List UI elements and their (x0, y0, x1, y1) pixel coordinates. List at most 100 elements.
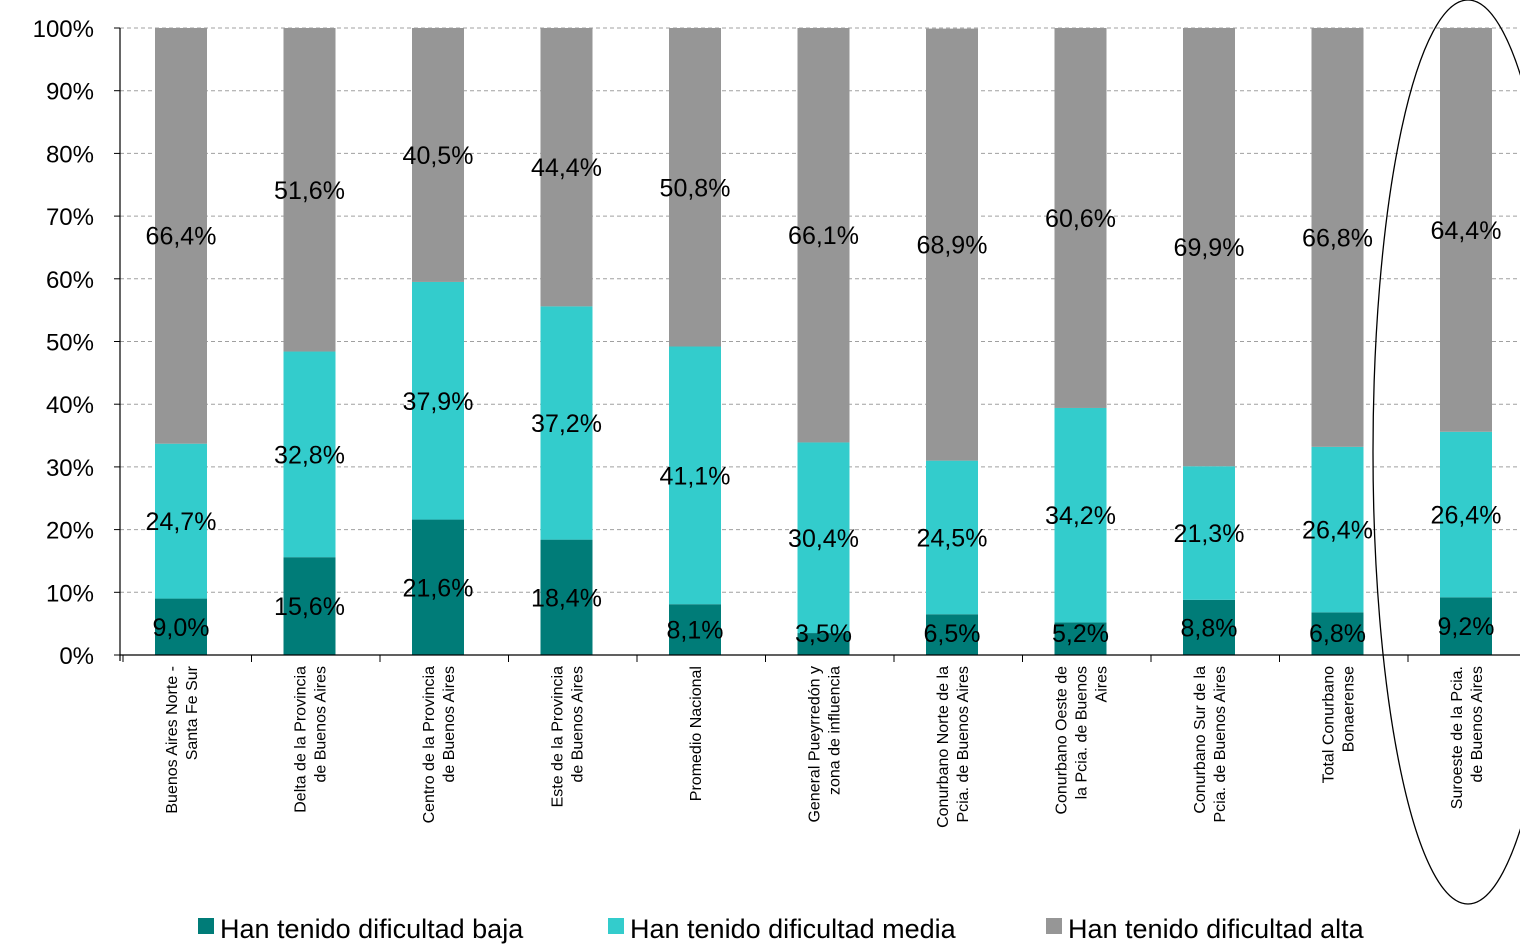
category-label: Buenos Aires Norte - Santa Fe Sur (164, 665, 201, 813)
bar-segment (669, 346, 721, 605)
bar-segment (283, 28, 336, 352)
data-label: 32,8% (274, 441, 345, 469)
bar-segment (1054, 622, 1107, 655)
y-tick-label: 30% (46, 455, 94, 482)
axes (119, 28, 1520, 662)
category-label-line: la Pcia. de Buenos (1074, 666, 1091, 799)
data-label: 26,4% (1302, 517, 1373, 545)
category-label-line: Buenos Aires Norte - (164, 666, 181, 814)
y-tick-label: 0% (59, 643, 94, 670)
y-tick-label: 80% (46, 141, 94, 168)
category-label: Conurbano Norte de la Pcia. de Buenos Air… (935, 666, 972, 828)
highlight-annotation (1372, 0, 1520, 905)
highlight-ellipse (1372, 0, 1520, 905)
y-tick-label: 40% (46, 392, 94, 419)
y-tick-label: 100% (33, 16, 94, 43)
data-label: 64,4% (1431, 217, 1502, 245)
category-label-line: de Buenos Aires (570, 666, 587, 783)
bar-segment (797, 633, 850, 655)
y-tick-label: 10% (46, 580, 94, 607)
data-label: 66,4% (146, 223, 217, 251)
data-label: 34,2% (1045, 502, 1116, 530)
data-label: 69,9% (1174, 234, 1245, 262)
bar-segment (155, 443, 207, 599)
legend-item: Han tenido dificultad alta (1046, 914, 1365, 944)
bar-segment (1440, 597, 1492, 655)
y-tick-label: 20% (46, 518, 94, 545)
data-label: 37,9% (403, 388, 474, 416)
data-label: 50,8% (660, 174, 731, 202)
category-label-line: Suroeste de la Pcia. (1449, 666, 1466, 809)
bar-segment (1183, 28, 1235, 467)
data-label: 30,4% (788, 525, 859, 553)
bars (155, 28, 1492, 655)
y-tick-label: 60% (46, 267, 94, 294)
category-label-line: de Buenos Aires (1469, 666, 1486, 783)
bar-segment (155, 28, 207, 444)
data-label: 18,4% (531, 584, 602, 612)
bar-segment (1311, 28, 1364, 447)
category-label-line: Pcia. de Buenos Aires (955, 666, 972, 823)
bar-segment (540, 306, 593, 540)
legend-swatch (1046, 918, 1062, 934)
bar-segment (926, 460, 978, 615)
data-label: 6,5% (924, 620, 981, 648)
category-label-line: Total Conurbano (1321, 666, 1338, 784)
category-label-line: Delta de la Provincia (293, 666, 310, 813)
data-label: 3,5% (795, 620, 852, 648)
bar-segment (283, 351, 336, 558)
bar-segment (669, 28, 721, 347)
data-label: 41,1% (660, 462, 731, 490)
data-label: 26,4% (1431, 502, 1502, 530)
bar-segment (1440, 28, 1492, 432)
category-label-line: Santa Fe Sur (184, 665, 201, 760)
x-axis-category-labels: Buenos Aires Norte - Santa Fe Sur Delta de… (164, 665, 1486, 828)
legend: Han tenido dificultad baja Han tenido dif… (198, 914, 1365, 944)
bar-segment (155, 598, 207, 655)
data-label: 24,7% (146, 508, 217, 536)
y-tick-label: 50% (46, 330, 94, 357)
data-labels: 9,0% 24,7% 66,4% 15,6% 32,8% 51,6% 21,6% 37,9% 4… (146, 142, 1502, 648)
category-label-line: Aires (1094, 666, 1111, 702)
data-label: 21,6% (403, 574, 474, 602)
bar-segment (412, 519, 464, 655)
legend-swatch (198, 918, 214, 934)
data-label: 37,2% (531, 410, 602, 438)
bar-segment (412, 281, 464, 520)
bar-segment (669, 604, 721, 655)
data-label: 15,6% (274, 593, 345, 621)
legend-label: Han tenido dificultad media (630, 914, 957, 944)
bar-segment (926, 28, 978, 461)
bar-segment (283, 557, 336, 655)
data-label: 40,5% (403, 142, 474, 170)
legend-swatch (608, 918, 624, 934)
category-label-line: Conurbano Sur de la (1192, 666, 1209, 814)
data-label: 68,9% (917, 232, 988, 260)
bar-segment (1183, 466, 1235, 600)
data-label: 8,8% (1181, 614, 1238, 642)
y-tick-label: 90% (46, 79, 94, 106)
category-label: Total Conurbano Bonaerense (1321, 666, 1358, 784)
bar-segment (1054, 407, 1107, 623)
category-label-line: Centro de la Provincia (421, 666, 438, 824)
data-label: 5,2% (1052, 620, 1109, 648)
bar-segment (797, 442, 850, 634)
category-label: Conurbano Sur de la Pcia. de Buenos Aires (1192, 666, 1229, 823)
legend-item: Han tenido dificultad media (608, 914, 957, 944)
category-label-line: Pcia. de Buenos Aires (1212, 666, 1229, 823)
data-label: 60,6% (1045, 205, 1116, 233)
bar-segment (540, 539, 593, 655)
bar-segment (1054, 28, 1107, 408)
category-label: Centro de la Provincia de Buenos Aires (421, 666, 458, 824)
bar-segment (1311, 446, 1364, 613)
bar-segment (412, 28, 464, 282)
category-label: Promedio Nacional (688, 666, 705, 801)
legend-label: Han tenido dificultad alta (1068, 914, 1365, 944)
category-label-line: de Buenos Aires (441, 666, 458, 783)
y-axis-ticks: 0% 10% 20% 30% 40% 50% 60% 70% 80% 90% 100% (33, 16, 120, 670)
category-label: Delta de la Provincia de Buenos Aires (293, 666, 330, 813)
category-label-line: Promedio Nacional (688, 666, 705, 801)
data-label: 6,8% (1309, 620, 1366, 648)
data-label: 66,1% (788, 222, 859, 250)
